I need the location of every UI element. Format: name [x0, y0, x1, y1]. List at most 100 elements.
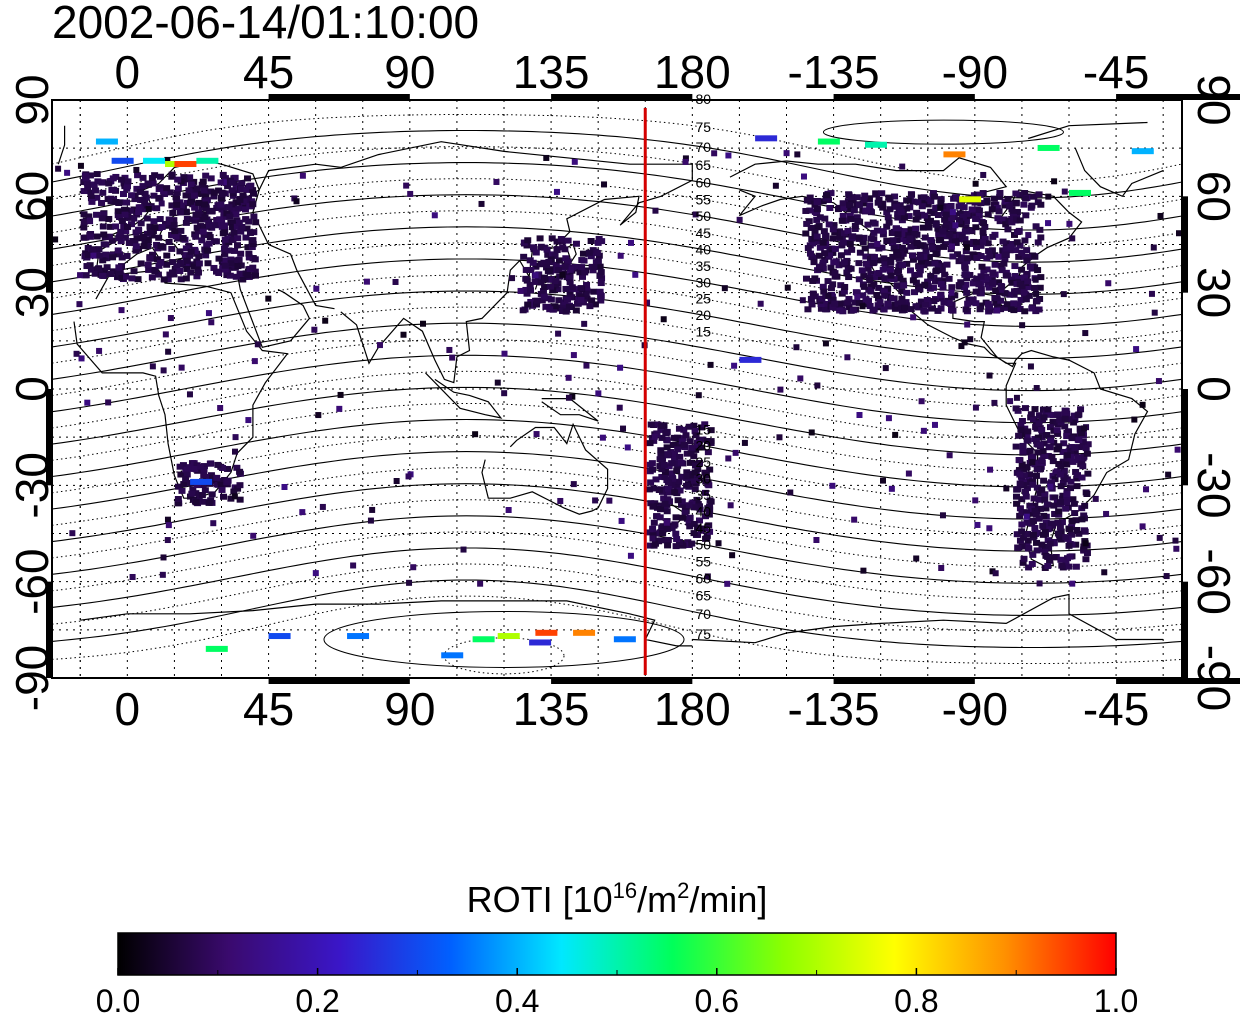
roti-pixel: [477, 580, 484, 587]
roti-pixel: [695, 392, 702, 399]
roti-pixel: [701, 489, 709, 496]
roti-pixel: [1018, 249, 1026, 256]
roti-pixel: [299, 172, 306, 179]
roti-pixel: [197, 216, 205, 223]
roti-pixel: [135, 209, 143, 216]
roti-pixel: [151, 224, 159, 231]
roti-pixel: [661, 474, 669, 481]
roti-pixel: [1016, 288, 1024, 295]
roti-pixel: [678, 514, 686, 521]
roti-pixel: [145, 205, 152, 212]
x-tick-bottom: 90: [384, 683, 435, 735]
roti-pixel: [1004, 226, 1012, 233]
roti-pixel: [704, 449, 712, 456]
roti-pixel: [984, 240, 992, 247]
roti-pixel: [911, 271, 919, 278]
y-tick-right: 60: [1188, 171, 1240, 222]
roti-pixel: [696, 503, 704, 510]
roti-pixel: [1044, 562, 1052, 569]
roti-pixel: [1174, 446, 1181, 453]
roti-pixel: [1021, 405, 1029, 412]
roti-pixel: [183, 257, 191, 264]
roti-pixel: [542, 303, 550, 310]
roti-pixel: [894, 211, 902, 218]
roti-pixel: [845, 304, 853, 311]
roti-pixel: [955, 217, 963, 224]
roti-pixel: [156, 173, 164, 180]
roti-pixel: [657, 505, 665, 512]
roti-pixel: [973, 244, 981, 251]
roti-pixel: [84, 399, 91, 406]
roti-pixel: [827, 190, 835, 197]
roti-pixel: [190, 189, 198, 196]
roti-pixel: [583, 281, 591, 288]
roti-pixel: [177, 471, 185, 478]
roti-pixel: [676, 453, 684, 460]
roti-pixel: [837, 282, 845, 289]
roti-pixel: [87, 195, 95, 202]
roti-pixel: [73, 350, 80, 357]
roti-pixel: [969, 212, 977, 219]
roti-pixel: [956, 210, 964, 217]
roti-pixel: [202, 172, 210, 179]
roti-pixel: [145, 266, 153, 273]
roti-pixel: [526, 281, 534, 288]
roti-pixel: [834, 206, 842, 213]
roti-pixel: [224, 477, 232, 484]
roti-pixel: [881, 259, 889, 266]
roti-pixel: [1043, 432, 1051, 439]
roti-pixel: [215, 269, 223, 276]
roti-pixel: [146, 223, 154, 230]
roti-pixel: [705, 482, 713, 489]
roti-pixel: [658, 422, 666, 429]
roti-pixel: [133, 185, 141, 192]
roti-pixel: [885, 415, 892, 422]
roti-pixel: [196, 190, 204, 197]
roti-pixel: [952, 194, 960, 201]
roti-pixel: [1051, 494, 1059, 501]
roti-pixel: [555, 330, 562, 337]
colorbar-tick-label: 0.6: [695, 983, 739, 1019]
roti-pixel: [583, 295, 591, 302]
roti-pixel: [1024, 537, 1032, 544]
roti-pixel: [1014, 301, 1022, 308]
roti-pixel: [968, 227, 976, 234]
roti-data-pixels: [52, 135, 1182, 659]
roti-pixel: [1022, 195, 1030, 202]
roti-pixel: [686, 459, 694, 466]
roti-pixel: [690, 520, 698, 527]
roti-pixel: [1074, 412, 1082, 419]
roti-pixel: [657, 447, 665, 454]
roti-pixel: [80, 218, 88, 225]
roti-pixel: [813, 216, 821, 223]
roti-pixel: [843, 249, 851, 256]
roti-pixel: [174, 500, 182, 507]
roti-pixel: [884, 214, 892, 221]
roti-pixel: [923, 297, 931, 304]
roti-highlight: [95, 138, 118, 145]
roti-highlight: [535, 629, 558, 636]
roti-pixel: [894, 252, 902, 259]
roti-pixel: [363, 278, 370, 285]
roti-highlight: [1037, 144, 1060, 151]
roti-pixel: [1021, 274, 1029, 281]
roti-pixel: [403, 182, 410, 189]
roti-pixel: [890, 245, 898, 252]
roti-highlight: [959, 196, 982, 203]
roti-pixel: [250, 190, 258, 197]
roti-pixel: [948, 243, 955, 250]
roti-pixel: [1040, 414, 1048, 421]
roti-pixel: [1078, 516, 1086, 523]
roti-pixel: [794, 151, 801, 158]
roti-pixel: [219, 171, 227, 178]
roti-pixel: [517, 287, 524, 294]
roti-pixel: [86, 233, 94, 240]
roti-pixel: [1025, 564, 1033, 571]
roti-pixel: [568, 284, 576, 291]
roti-pixel: [866, 277, 874, 284]
roti-pixel: [865, 195, 873, 202]
roti-pixel: [931, 278, 939, 285]
roti-pixel: [658, 537, 666, 544]
roti-pixel: [1023, 257, 1031, 264]
roti-pixel: [116, 214, 124, 221]
